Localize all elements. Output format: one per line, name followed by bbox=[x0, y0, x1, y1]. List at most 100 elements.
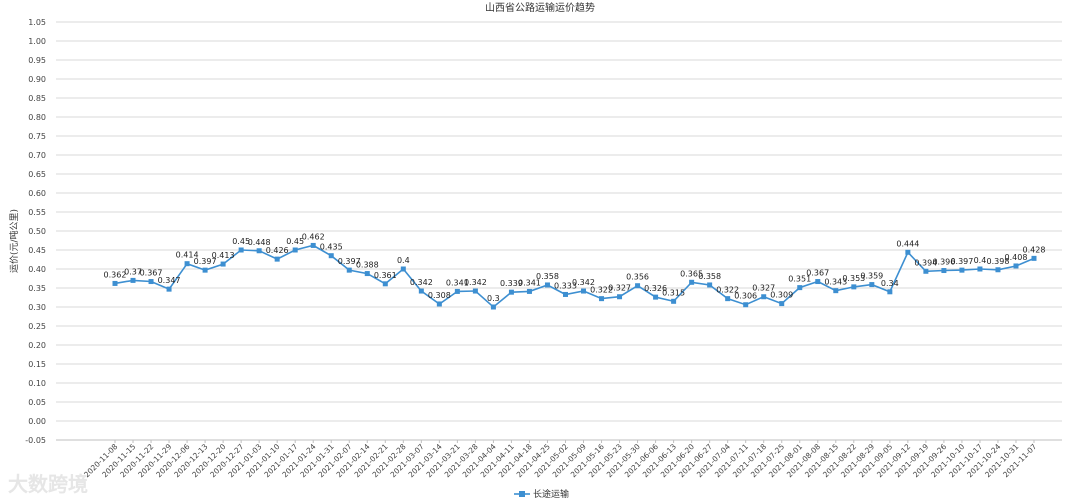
data-point bbox=[382, 281, 388, 287]
data-point bbox=[400, 266, 406, 272]
data-label: 0.333 bbox=[554, 281, 577, 290]
data-point bbox=[635, 283, 641, 289]
data-label: 0.413 bbox=[212, 251, 235, 260]
data-point bbox=[815, 279, 821, 285]
data-points bbox=[112, 242, 1037, 310]
y-tick-label: 1.00 bbox=[28, 37, 46, 46]
data-point bbox=[130, 277, 136, 283]
data-label: 0.444 bbox=[896, 239, 919, 248]
data-point bbox=[905, 249, 911, 255]
data-label: 0.397 bbox=[338, 257, 361, 266]
y-tick-label: -0.05 bbox=[25, 436, 46, 445]
data-label: 0.365 bbox=[680, 269, 703, 278]
legend-label: 长途运输 bbox=[533, 488, 569, 500]
grid-lines bbox=[56, 21, 1062, 441]
y-tick-label: 0.30 bbox=[28, 303, 46, 312]
y-tick-label: 0.85 bbox=[28, 94, 46, 103]
data-point bbox=[959, 267, 965, 273]
data-label: 0.426 bbox=[266, 246, 289, 255]
data-label: 0.315 bbox=[662, 288, 685, 297]
data-label: 0.322 bbox=[590, 286, 613, 295]
y-axis-ticks: 1.05 1.00 0.95 0.90 0.85 0.80 0.75 0.70 0.65 0.60… bbox=[25, 18, 46, 445]
data-label: 0.367 bbox=[140, 269, 163, 278]
y-tick-label: 1.05 bbox=[28, 18, 46, 27]
data-point bbox=[454, 288, 460, 294]
data-label: 0.308 bbox=[428, 291, 451, 300]
data-point bbox=[220, 261, 226, 267]
data-point bbox=[833, 288, 839, 294]
data-label: 0.347 bbox=[158, 276, 181, 285]
data-label: 0.388 bbox=[356, 261, 379, 270]
data-point bbox=[202, 267, 208, 273]
data-label: 0.408 bbox=[1005, 253, 1028, 262]
data-point bbox=[148, 279, 154, 285]
y-tick-label: 0.95 bbox=[28, 56, 46, 65]
data-label: 0.342 bbox=[464, 278, 487, 287]
data-point bbox=[292, 247, 298, 253]
legend-marker bbox=[519, 491, 525, 497]
data-label: 0.351 bbox=[788, 275, 811, 284]
data-point bbox=[707, 282, 713, 288]
data-label: 0.414 bbox=[176, 251, 199, 260]
data-label: 0.339 bbox=[500, 279, 523, 288]
data-label: 0.397 bbox=[194, 257, 217, 266]
legend[interactable]: 长途运输 bbox=[514, 488, 569, 500]
data-point bbox=[436, 301, 442, 307]
data-point bbox=[184, 261, 190, 267]
data-label: 0.309 bbox=[770, 291, 793, 300]
data-point bbox=[490, 304, 496, 310]
data-point bbox=[689, 279, 695, 285]
data-label: 0.353 bbox=[842, 274, 865, 283]
y-tick-label: 0.55 bbox=[28, 208, 46, 217]
data-label: 0.327 bbox=[608, 284, 631, 293]
y-tick-label: 0.40 bbox=[28, 265, 46, 274]
data-point bbox=[310, 242, 316, 248]
data-point bbox=[1013, 263, 1019, 269]
y-tick-label: 0.65 bbox=[28, 170, 46, 179]
data-label: 0.398 bbox=[987, 257, 1010, 266]
data-label: 0.342 bbox=[410, 278, 433, 287]
data-label: 0.356 bbox=[626, 273, 649, 282]
data-label: 0.396 bbox=[932, 258, 955, 267]
y-tick-label: 0.50 bbox=[28, 227, 46, 236]
watermark: 大数跨境 bbox=[8, 472, 88, 496]
data-point bbox=[923, 268, 929, 274]
data-point bbox=[581, 288, 587, 294]
data-label: 0.37 bbox=[124, 267, 142, 276]
data-point bbox=[346, 267, 352, 273]
data-label: 0.3 bbox=[487, 294, 500, 303]
data-label: 0.358 bbox=[536, 272, 559, 281]
data-label: 0.4 bbox=[397, 256, 410, 265]
y-tick-label: 0.20 bbox=[28, 341, 46, 350]
y-tick-label: 0.60 bbox=[28, 189, 46, 198]
y-axis-label: 运价(元/吨公里) bbox=[8, 209, 20, 273]
data-point bbox=[562, 291, 568, 297]
data-label: 0.362 bbox=[104, 270, 127, 279]
data-label: 0.45 bbox=[286, 237, 304, 246]
data-point bbox=[526, 288, 532, 294]
data-point bbox=[256, 248, 262, 254]
data-point bbox=[797, 285, 803, 291]
series-line-long-distance bbox=[114, 244, 1035, 309]
data-point bbox=[418, 288, 424, 294]
data-point bbox=[112, 280, 118, 286]
data-point bbox=[977, 266, 983, 272]
data-point bbox=[274, 256, 280, 262]
data-label: 0.341 bbox=[518, 278, 541, 287]
data-label: 0.394 bbox=[914, 258, 937, 267]
data-point bbox=[851, 284, 857, 290]
data-label: 0.462 bbox=[302, 232, 325, 241]
data-label: 0.326 bbox=[644, 284, 667, 293]
data-label: 0.397 bbox=[950, 257, 973, 266]
y-tick-label: 0.00 bbox=[28, 417, 46, 426]
data-point bbox=[1031, 255, 1037, 261]
data-label: 0.359 bbox=[860, 272, 883, 281]
data-point bbox=[995, 267, 1001, 273]
data-point bbox=[617, 294, 623, 300]
data-label: 0.367 bbox=[806, 269, 829, 278]
y-tick-label: 0.90 bbox=[28, 75, 46, 84]
data-label: 0.306 bbox=[734, 292, 757, 301]
data-label: 0.361 bbox=[374, 271, 397, 280]
data-point bbox=[238, 247, 244, 253]
